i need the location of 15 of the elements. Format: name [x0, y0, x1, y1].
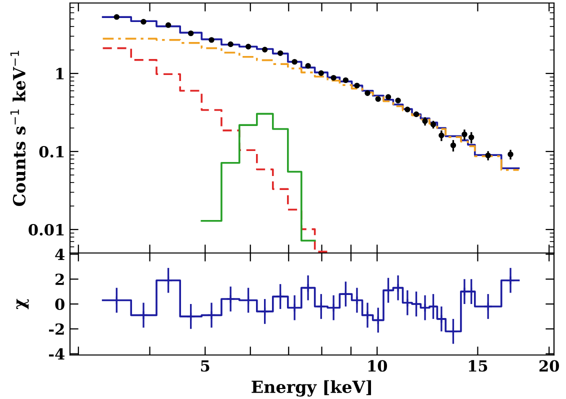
y-tick-label: 2 — [56, 274, 64, 285]
x-tick-label: 15 — [468, 360, 488, 372]
y-tick-label: -2 — [48, 323, 64, 335]
y-tick-label: -4 — [48, 348, 65, 360]
y-tick-label: 0 — [55, 298, 64, 310]
x-axis-title: Energy [keV] — [252, 380, 372, 397]
x-tick-label: 20 — [539, 360, 559, 372]
x-tick-label: 10 — [368, 360, 388, 372]
y-tick-label: 0.01 — [28, 224, 64, 236]
y-tick-label: 0.1 — [39, 146, 64, 158]
y-tick-label: 1 — [56, 68, 64, 80]
y-axis-title: χ — [16, 298, 29, 310]
x-tick-label: 5 — [201, 360, 210, 372]
y-axis-title: Counts s$^{−1}$ keV$^{−1}$ — [10, 50, 26, 206]
y-tick-label: 4 — [55, 248, 65, 260]
